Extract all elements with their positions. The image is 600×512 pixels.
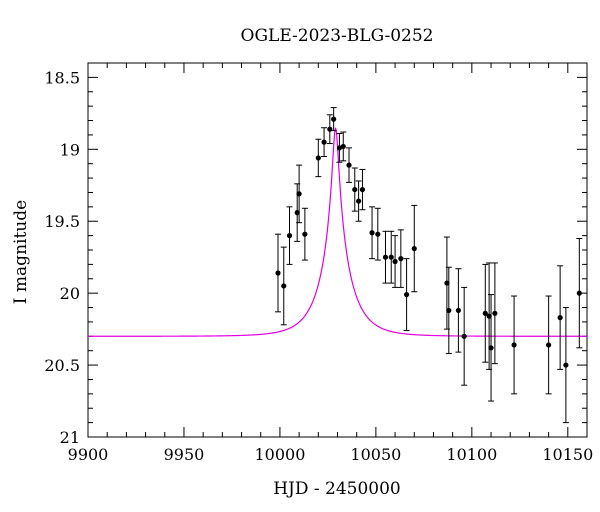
data-marker (455, 307, 462, 314)
axis-ticks (87, 62, 588, 438)
plot-border (87, 62, 588, 438)
data-marker (296, 191, 302, 197)
model-curve (88, 127, 587, 337)
data-point (455, 268, 462, 353)
data-marker (346, 162, 352, 168)
x-tick-label: 9950 (164, 445, 205, 464)
x-tick-label: 9900 (68, 445, 109, 464)
data-marker (315, 155, 321, 161)
data-point (562, 307, 569, 424)
data-marker (563, 362, 569, 368)
data-point (488, 294, 495, 402)
y-axis-label: I magnitude (11, 200, 31, 304)
data-marker (382, 254, 389, 260)
x-axis-label: HJD - 2450000 (273, 479, 401, 499)
plot-frame (87, 62, 588, 438)
data-point (321, 127, 328, 157)
x-tick-label: 10050 (350, 445, 401, 464)
data-point (315, 138, 322, 178)
data-point (382, 230, 389, 284)
data-marker (286, 233, 293, 239)
y-tick-label: 21 (60, 428, 80, 447)
data-point (576, 237, 583, 349)
data-points-layer (275, 107, 583, 424)
data-marker (557, 315, 563, 321)
data-marker (546, 342, 552, 348)
data-point (346, 147, 353, 183)
data-marker (302, 231, 308, 237)
data-point (511, 295, 518, 395)
data-marker (403, 291, 410, 298)
data-marker (482, 310, 488, 316)
model-curve-layer (88, 127, 587, 337)
data-marker (444, 280, 450, 286)
data-marker (275, 270, 281, 276)
data-marker (488, 345, 494, 351)
data-point (351, 167, 358, 212)
data-marker (359, 186, 366, 193)
data-marker (369, 230, 375, 236)
data-point (359, 168, 366, 211)
data-marker (321, 139, 327, 145)
data-point (296, 164, 303, 224)
data-marker (356, 198, 362, 204)
data-marker (294, 210, 300, 216)
data-point (286, 206, 293, 265)
data-point (491, 262, 498, 365)
data-marker (576, 290, 582, 296)
data-marker (492, 310, 498, 316)
data-point (369, 206, 376, 260)
data-marker (281, 283, 287, 289)
data-marker (388, 254, 394, 260)
data-marker (375, 231, 381, 237)
data-point (275, 233, 282, 313)
x-tick-labels: 9900 9950 10000 10050 10100 10150 (68, 445, 594, 464)
data-marker (446, 307, 452, 314)
data-point (388, 230, 395, 284)
x-tick-label: 10150 (542, 445, 593, 464)
data-marker (461, 333, 467, 339)
data-point (445, 266, 452, 355)
data-marker (331, 116, 337, 122)
y-tick-label: 18.5 (44, 68, 80, 87)
chart-title: OGLE-2023-BLG-0252 (241, 26, 434, 46)
data-point (355, 180, 362, 222)
data-point (374, 207, 381, 261)
data-point (280, 246, 287, 326)
y-tick-label: 19 (60, 140, 80, 159)
y-tick-label: 20.5 (44, 356, 80, 375)
data-marker (511, 342, 517, 348)
data-marker (352, 186, 358, 193)
data-point (557, 265, 564, 370)
data-point (545, 295, 552, 395)
data-marker (398, 256, 404, 262)
data-point (301, 207, 308, 261)
y-tick-labels: 18.5 19 19.5 20 20.5 21 (44, 68, 80, 447)
data-marker (486, 313, 492, 319)
data-point (486, 262, 493, 370)
data-point (403, 258, 410, 332)
x-tick-label: 10100 (446, 445, 497, 464)
data-marker (411, 245, 417, 252)
data-marker (392, 258, 398, 265)
y-tick-label: 20 (60, 284, 80, 303)
data-point (330, 107, 337, 132)
data-marker (340, 143, 346, 150)
data-point (340, 131, 347, 162)
x-tick-label: 10000 (254, 445, 305, 464)
data-point (482, 263, 489, 363)
data-point (461, 286, 468, 386)
data-point (392, 235, 399, 288)
data-point (397, 229, 404, 288)
data-point (411, 204, 418, 293)
y-tick-label: 19.5 (44, 212, 80, 231)
